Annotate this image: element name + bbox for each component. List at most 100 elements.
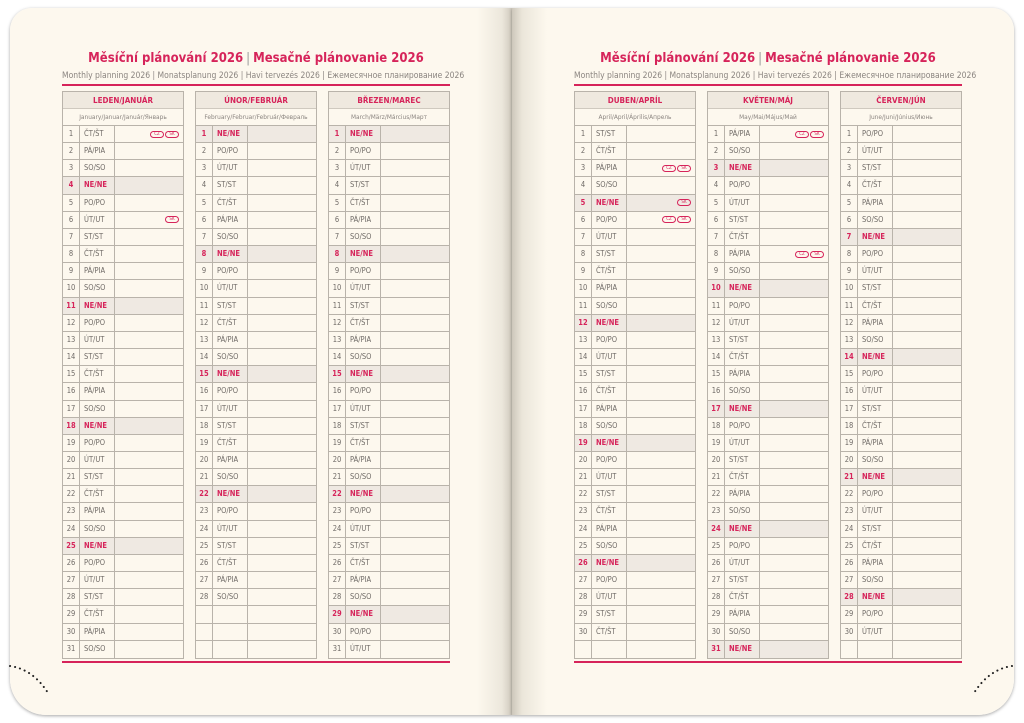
- notes-cell[interactable]: [381, 538, 449, 554]
- day-row[interactable]: 12 ÚT/UT: [708, 314, 828, 332]
- notes-cell[interactable]: [381, 280, 449, 296]
- day-row[interactable]: 24 ÚT/UT: [329, 520, 449, 538]
- day-row[interactable]: 23 ČT/ŠT: [575, 503, 695, 521]
- notes-cell[interactable]: [893, 177, 961, 193]
- day-row[interactable]: 4 PO/PO: [708, 177, 828, 195]
- notes-cell[interactable]: [760, 263, 828, 279]
- notes-cell[interactable]: [760, 418, 828, 434]
- notes-cell[interactable]: [627, 486, 695, 502]
- notes-cell[interactable]: [381, 641, 449, 658]
- day-row[interactable]: 25 SO/SO: [575, 537, 695, 555]
- day-row[interactable]: 8 ST/ST: [575, 246, 695, 264]
- day-row[interactable]: 2 PÁ/PIA: [63, 143, 183, 161]
- day-row[interactable]: 11 NE/NE: [63, 297, 183, 315]
- notes-cell[interactable]: [627, 315, 695, 331]
- notes-cell[interactable]: [381, 349, 449, 365]
- day-row[interactable]: 13 ÚT/UT: [63, 331, 183, 350]
- notes-cell[interactable]: [115, 332, 183, 348]
- notes-cell[interactable]: [893, 143, 961, 159]
- notes-cell[interactable]: [760, 366, 828, 382]
- notes-cell[interactable]: [627, 280, 695, 296]
- day-row[interactable]: 29 NE/NE: [329, 606, 449, 624]
- notes-cell[interactable]: [893, 280, 961, 296]
- notes-cell[interactable]: [115, 572, 183, 588]
- day-row[interactable]: 17 ST/ST: [841, 400, 961, 418]
- day-row[interactable]: 11 SO/SO: [575, 297, 695, 315]
- notes-cell[interactable]: [115, 606, 183, 622]
- day-row[interactable]: 4 SO/SO: [575, 177, 695, 195]
- day-row[interactable]: 3 ST/ST: [841, 160, 961, 178]
- notes-cell[interactable]: [893, 624, 961, 640]
- notes-cell[interactable]: [248, 160, 316, 176]
- day-row[interactable]: 14 SO/SO: [196, 349, 316, 367]
- notes-cell[interactable]: [381, 366, 449, 382]
- notes-cell[interactable]: [627, 229, 695, 245]
- day-row[interactable]: 6 ÚT/UT SK: [63, 211, 183, 229]
- day-row[interactable]: [196, 606, 316, 624]
- notes-cell[interactable]: [893, 435, 961, 451]
- day-row[interactable]: 19 PÁ/PIA: [841, 434, 961, 452]
- notes-cell[interactable]: [248, 280, 316, 296]
- notes-cell[interactable]: [115, 280, 183, 296]
- notes-cell[interactable]: [115, 229, 183, 245]
- notes-cell[interactable]: [893, 486, 961, 502]
- notes-cell[interactable]: [893, 366, 961, 382]
- notes-cell[interactable]: [248, 366, 316, 382]
- day-row[interactable]: 8 PO/PO: [841, 246, 961, 264]
- notes-cell[interactable]: [248, 126, 316, 142]
- notes-cell[interactable]: [760, 349, 828, 365]
- notes-cell[interactable]: [115, 349, 183, 365]
- notes-cell[interactable]: [760, 280, 828, 296]
- notes-cell[interactable]: [627, 589, 695, 605]
- notes-cell[interactable]: [760, 521, 828, 537]
- day-row[interactable]: 14 ST/ST: [63, 349, 183, 367]
- day-row[interactable]: 18 ST/ST: [196, 417, 316, 435]
- notes-cell[interactable]: [248, 572, 316, 588]
- notes-cell[interactable]: [381, 160, 449, 176]
- notes-cell[interactable]: [248, 589, 316, 605]
- day-row[interactable]: 23 SO/SO: [708, 503, 828, 521]
- day-row[interactable]: 28 SO/SO: [196, 589, 316, 607]
- day-row[interactable]: 1 ČT/ŠT CZ SK: [63, 126, 183, 144]
- notes-cell[interactable]: [760, 624, 828, 640]
- notes-cell[interactable]: [893, 452, 961, 468]
- notes-cell[interactable]: [248, 143, 316, 159]
- day-row[interactable]: 11 PO/PO: [708, 297, 828, 315]
- notes-cell[interactable]: [893, 572, 961, 588]
- day-row[interactable]: 30 SO/SO: [708, 623, 828, 641]
- notes-cell[interactable]: [627, 126, 695, 142]
- notes-cell[interactable]: CZ SK: [627, 160, 695, 176]
- notes-cell[interactable]: [248, 246, 316, 262]
- day-row[interactable]: 10 ST/ST: [841, 280, 961, 298]
- day-row[interactable]: [196, 640, 316, 658]
- day-row[interactable]: 29 ČT/ŠT: [63, 606, 183, 624]
- notes-cell[interactable]: [381, 521, 449, 537]
- notes-cell[interactable]: [115, 486, 183, 502]
- day-row[interactable]: 21 SO/SO: [329, 469, 449, 487]
- day-row[interactable]: 18 ČT/ŠT: [841, 417, 961, 435]
- notes-cell[interactable]: [381, 486, 449, 502]
- notes-cell[interactable]: [760, 401, 828, 417]
- day-row[interactable]: 12 ČT/ŠT: [196, 314, 316, 332]
- day-row[interactable]: 3 NE/NE: [708, 160, 828, 178]
- day-row[interactable]: 6 PÁ/PIA: [196, 211, 316, 229]
- day-row[interactable]: 30 ČT/ŠT: [575, 623, 695, 641]
- notes-cell[interactable]: [893, 349, 961, 365]
- notes-cell[interactable]: [627, 503, 695, 519]
- day-row[interactable]: 26 ÚT/UT: [708, 554, 828, 573]
- notes-cell[interactable]: CZ SK: [627, 212, 695, 228]
- notes-cell[interactable]: [760, 160, 828, 176]
- day-row[interactable]: 23 PO/PO: [196, 503, 316, 521]
- day-row[interactable]: 17 SO/SO: [63, 400, 183, 418]
- notes-cell[interactable]: [115, 521, 183, 537]
- day-row[interactable]: 2 ÚT/UT: [841, 143, 961, 161]
- day-row[interactable]: 8 ČT/ŠT: [63, 246, 183, 264]
- notes-cell[interactable]: [381, 177, 449, 193]
- day-row[interactable]: 22 PO/PO: [841, 486, 961, 504]
- notes-cell[interactable]: [381, 418, 449, 434]
- day-row[interactable]: 14 ČT/ŠT: [708, 349, 828, 367]
- notes-cell[interactable]: [381, 195, 449, 211]
- notes-cell[interactable]: [760, 486, 828, 502]
- day-row[interactable]: 18 NE/NE: [63, 417, 183, 435]
- day-row[interactable]: 2 ČT/ŠT: [575, 143, 695, 161]
